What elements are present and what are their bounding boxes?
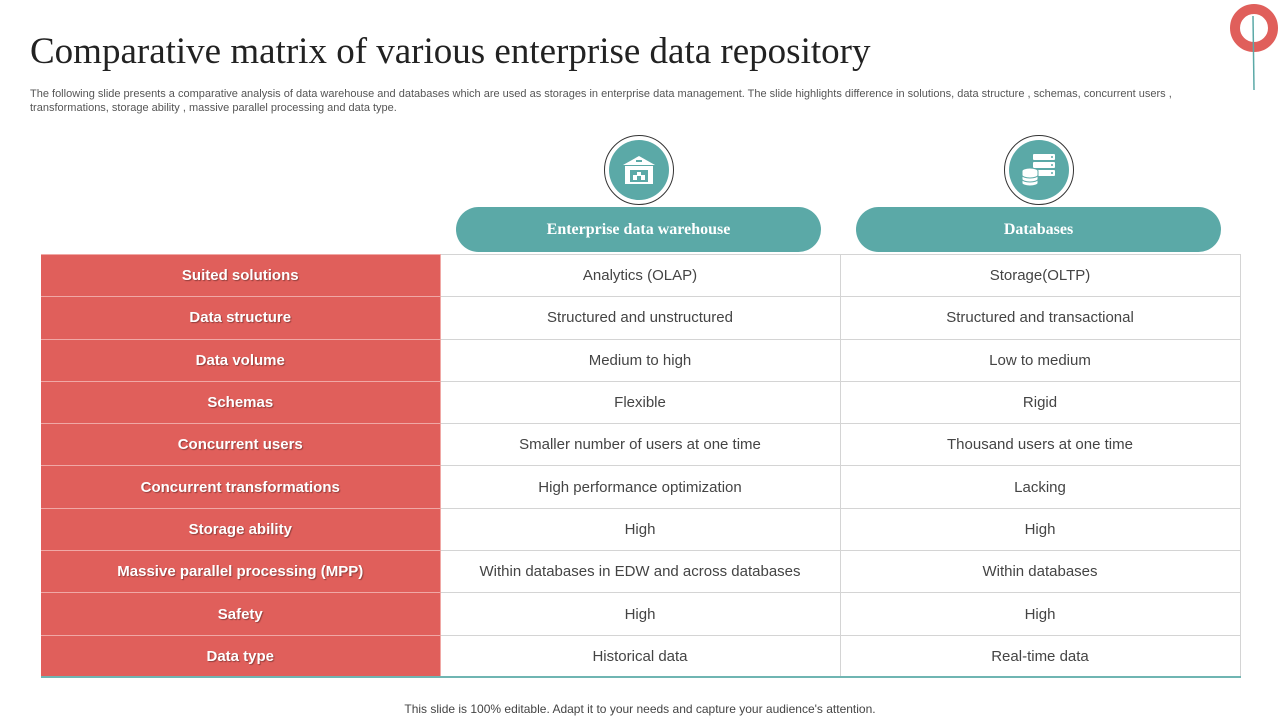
column-header-edw: Enterprise data warehouse	[456, 207, 821, 252]
table-row: Suited solutions Analytics (OLAP) Storag…	[41, 253, 1241, 298]
edw-cell: Smaller number of users at one time	[439, 423, 841, 467]
db-cell: Lacking	[839, 465, 1241, 509]
table-row: Massive parallel processing (MPP) Within…	[41, 550, 1241, 594]
slide-subtitle: The following slide presents a comparati…	[30, 88, 1172, 114]
slide-footer: This slide is 100% editable. Adapt it to…	[404, 702, 876, 716]
row-label: Concurrent users	[41, 423, 441, 467]
table-row: Schemas Flexible Rigid	[41, 380, 1241, 425]
slide-title: Comparative matrix of various enterprise…	[30, 31, 871, 72]
db-cell: High	[839, 592, 1241, 636]
row-label: Suited solutions	[41, 253, 441, 298]
edw-cell: High performance optimization	[439, 465, 841, 509]
edw-cell: Flexible	[439, 380, 841, 425]
row-label: Storage ability	[41, 507, 441, 552]
db-cell: Thousand users at one time	[839, 423, 1241, 467]
row-label: Massive parallel processing (MPP)	[41, 550, 441, 594]
column-header-databases: Databases	[856, 207, 1221, 252]
table-row: Safety High High	[41, 592, 1241, 636]
warehouse-icon	[623, 156, 655, 184]
ring-logo-icon	[1230, 4, 1278, 91]
row-label: Data volume	[41, 338, 441, 382]
edw-cell: Within databases in EDW and across datab…	[439, 550, 841, 594]
db-cell: Structured and transactional	[839, 296, 1241, 340]
row-label: Schemas	[41, 380, 441, 425]
db-cell: High	[839, 507, 1241, 552]
database-icon	[1021, 154, 1055, 187]
row-label: Safety	[41, 592, 441, 636]
db-cell: Real-time data	[839, 634, 1241, 678]
edw-cell: Analytics (OLAP)	[439, 253, 841, 298]
warehouse-icon-badge	[604, 135, 674, 205]
table-row: Data structure Structured and unstructur…	[41, 296, 1241, 340]
edw-cell: Historical data	[439, 634, 841, 678]
db-cell: Low to medium	[839, 338, 1241, 382]
table-row: Storage ability High High	[41, 507, 1241, 552]
edw-cell: Medium to high	[439, 338, 841, 382]
db-cell: Rigid	[839, 380, 1241, 425]
table-row: Concurrent users Smaller number of users…	[41, 423, 1241, 467]
table-row: Data volume Medium to high Low to medium	[41, 338, 1241, 382]
database-icon-badge	[1004, 135, 1074, 205]
table-row: Data type Historical data Real-time data	[41, 634, 1241, 678]
row-label: Data type	[41, 634, 441, 678]
comparison-matrix: Suited solutions Analytics (OLAP) Storag…	[41, 253, 1241, 679]
db-cell: Within databases	[839, 550, 1241, 594]
edw-cell: High	[439, 592, 841, 636]
row-label: Data structure	[41, 296, 441, 340]
edw-cell: High	[439, 507, 841, 552]
row-label: Concurrent transformations	[41, 465, 441, 509]
table-row: Concurrent transformations High performa…	[41, 465, 1241, 509]
edw-cell: Structured and unstructured	[439, 296, 841, 340]
db-cell: Storage(OLTP)	[839, 253, 1241, 298]
